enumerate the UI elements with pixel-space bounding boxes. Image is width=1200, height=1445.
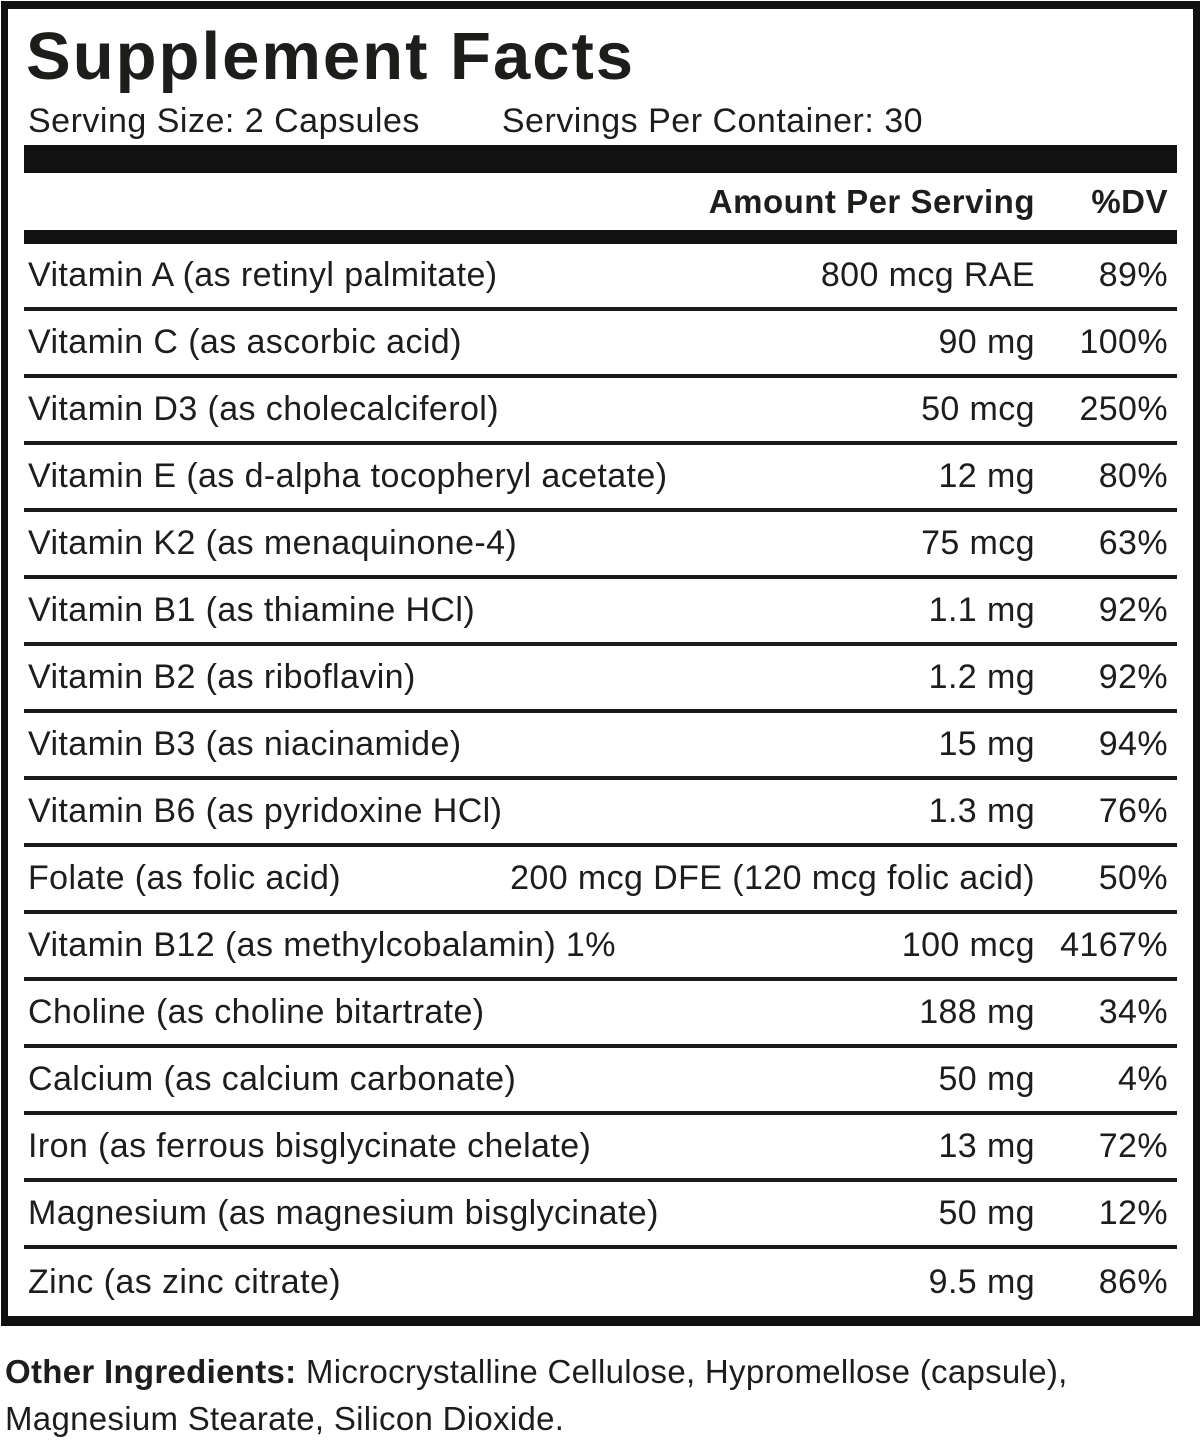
table-row: Vitamin B12 (as methylcobalamin) 1% 100 … bbox=[24, 914, 1177, 981]
nutrient-amount: 100 mcg bbox=[901, 926, 1035, 964]
nutrient-amount: 50 mcg bbox=[921, 390, 1035, 428]
nutrient-amount: 75 mcg bbox=[921, 524, 1035, 562]
table-row: Choline (as choline bitartrate) 188 mg 3… bbox=[24, 981, 1177, 1048]
table-row: Vitamin B3 (as niacinamide) 15 mg 94% bbox=[24, 713, 1177, 780]
header-dv: %DV bbox=[1091, 182, 1168, 220]
nutrient-dv: 100% bbox=[1079, 323, 1168, 361]
nutrient-dv: 92% bbox=[1098, 591, 1168, 629]
nutrient-amount: 9.5 mg bbox=[928, 1263, 1035, 1301]
table-row: Vitamin D3 (as cholecalciferol) 50 mcg 2… bbox=[24, 378, 1177, 445]
table-row: Vitamin B2 (as riboflavin) 1.2 mg 92% bbox=[24, 646, 1177, 713]
nutrient-amount: 1.2 mg bbox=[928, 658, 1035, 696]
nutrient-amount: 13 mg bbox=[938, 1127, 1035, 1165]
table-row: Magnesium (as magnesium bisglycinate) 50… bbox=[24, 1182, 1177, 1249]
nutrient-amount: 15 mg bbox=[938, 725, 1035, 763]
header-amount-per-serving: Amount Per Serving bbox=[708, 182, 1035, 220]
nutrient-dv: 50% bbox=[1098, 859, 1168, 897]
nutrient-dv: 80% bbox=[1098, 457, 1168, 495]
nutrient-name: Vitamin E (as d-alpha tocopheryl acetate… bbox=[28, 457, 668, 495]
nutrient-dv: 86% bbox=[1098, 1263, 1168, 1301]
serving-size: Serving Size: 2 Capsules bbox=[28, 102, 420, 140]
nutrient-name: Magnesium (as magnesium bisglycinate) bbox=[28, 1194, 659, 1232]
nutrient-name: Vitamin B6 (as pyridoxine HCl) bbox=[28, 792, 503, 830]
nutrient-name: Calcium (as calcium carbonate) bbox=[28, 1060, 517, 1098]
table-row: Calcium (as calcium carbonate) 50 mg 4% bbox=[24, 1048, 1177, 1115]
servings-per-container: Servings Per Container: 30 bbox=[501, 102, 924, 140]
nutrient-amount: 1.3 mg bbox=[928, 792, 1035, 830]
serving-info: Serving Size: 2 Capsules Servings Per Co… bbox=[28, 101, 1177, 141]
panel-title: Supplement Facts bbox=[26, 19, 636, 94]
divider-bar-thick bbox=[24, 145, 1177, 173]
nutrient-dv: 89% bbox=[1098, 256, 1168, 294]
nutrient-dv: 12% bbox=[1098, 1194, 1168, 1232]
nutrient-name: Vitamin K2 (as menaquinone-4) bbox=[28, 524, 518, 562]
nutrient-name: Iron (as ferrous bisglycinate chelate) bbox=[28, 1127, 592, 1165]
nutrient-amount: 90 mg bbox=[938, 323, 1035, 361]
nutrient-name: Vitamin B12 (as methylcobalamin) 1% bbox=[28, 926, 616, 964]
nutrient-name: Choline (as choline bitartrate) bbox=[28, 993, 485, 1031]
table-row: Vitamin C (as ascorbic acid) 90 mg 100% bbox=[24, 311, 1177, 378]
table-row: Vitamin B1 (as thiamine HCl) 1.1 mg 92% bbox=[24, 579, 1177, 646]
table-row: Vitamin E (as d-alpha tocopheryl acetate… bbox=[24, 445, 1177, 512]
nutrient-dv: 34% bbox=[1098, 993, 1168, 1031]
nutrient-name: Folate (as folic acid) bbox=[28, 859, 342, 897]
nutrient-name: Vitamin B1 (as thiamine HCl) bbox=[28, 591, 476, 629]
nutrient-dv: 4% bbox=[1118, 1060, 1168, 1098]
nutrient-table: Vitamin A (as retinyl palmitate) 800 mcg… bbox=[24, 244, 1177, 1316]
table-row: Vitamin K2 (as menaquinone-4) 75 mcg 63% bbox=[24, 512, 1177, 579]
nutrient-dv: 250% bbox=[1079, 390, 1168, 428]
nutrient-amount: 1.1 mg bbox=[928, 591, 1035, 629]
nutrient-dv: 76% bbox=[1098, 792, 1168, 830]
nutrient-dv: 94% bbox=[1098, 725, 1168, 763]
nutrient-name: Vitamin B3 (as niacinamide) bbox=[28, 725, 462, 763]
nutrient-dv: 63% bbox=[1098, 524, 1168, 562]
nutrient-name: Vitamin D3 (as cholecalciferol) bbox=[28, 390, 499, 428]
nutrient-name: Vitamin C (as ascorbic acid) bbox=[28, 323, 462, 361]
nutrient-name: Vitamin B2 (as riboflavin) bbox=[28, 658, 416, 696]
nutrient-dv: 72% bbox=[1098, 1127, 1168, 1165]
other-ingredients-label: Other Ingredients: bbox=[5, 1353, 297, 1390]
table-row: Vitamin A (as retinyl palmitate) 800 mcg… bbox=[24, 244, 1177, 311]
nutrient-amount: 50 mg bbox=[938, 1194, 1035, 1232]
other-ingredients-text: Microcrystalline Cellulose, Hypromellose… bbox=[5, 1353, 1068, 1437]
nutrient-amount: 800 mcg RAE bbox=[820, 256, 1035, 294]
table-header: Amount Per Serving %DV bbox=[24, 173, 1177, 230]
table-row: Zinc (as zinc citrate) 9.5 mg 86% bbox=[24, 1249, 1177, 1316]
nutrient-dv: 4167% bbox=[1060, 926, 1168, 964]
table-row: Vitamin B6 (as pyridoxine HCl) 1.3 mg 76… bbox=[24, 780, 1177, 847]
other-ingredients: Other Ingredients: Microcrystalline Cell… bbox=[5, 1348, 1180, 1442]
nutrient-amount: 188 mg bbox=[919, 993, 1035, 1031]
divider-bar-thin bbox=[24, 230, 1177, 244]
supplement-facts-panel: Supplement Facts Serving Size: 2 Capsule… bbox=[1, 1, 1200, 1326]
table-row: Folate (as folic acid) 200 mcg DFE (120 … bbox=[24, 847, 1177, 914]
nutrient-amount: 200 mcg DFE (120 mcg folic acid) bbox=[510, 859, 1035, 897]
nutrient-amount: 12 mg bbox=[938, 457, 1035, 495]
nutrient-dv: 92% bbox=[1098, 658, 1168, 696]
nutrient-amount: 50 mg bbox=[938, 1060, 1035, 1098]
nutrient-name: Vitamin A (as retinyl palmitate) bbox=[28, 256, 498, 294]
table-row: Iron (as ferrous bisglycinate chelate) 1… bbox=[24, 1115, 1177, 1182]
nutrient-name: Zinc (as zinc citrate) bbox=[28, 1263, 341, 1301]
